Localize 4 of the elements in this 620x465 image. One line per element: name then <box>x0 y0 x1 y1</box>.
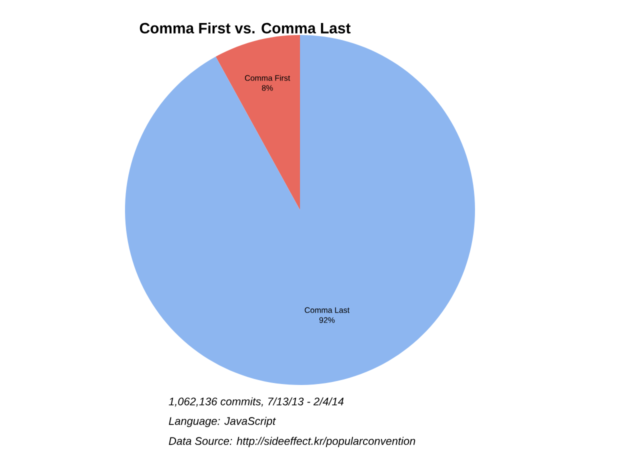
text: 1,062,136 commits, 7/13/13 - 2/4/14 <box>168 397 344 407</box>
chart-title: Comma First vs. Comma Last <box>140 22 351 34</box>
text: Language: JavaScript <box>168 416 276 428</box>
source-note: Data Source: http://sideeffect.kr/popularconvention <box>168 436 416 448</box>
